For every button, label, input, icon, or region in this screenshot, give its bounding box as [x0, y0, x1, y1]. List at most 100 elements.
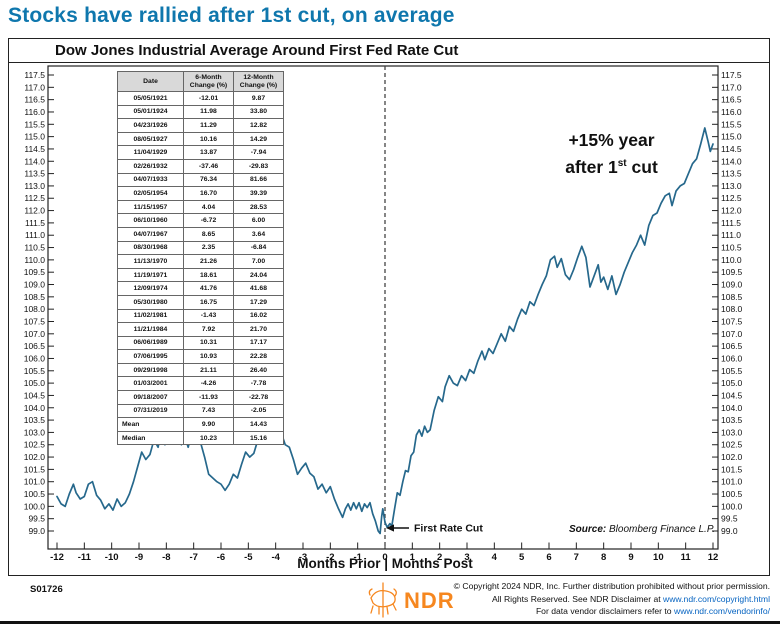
cell-change: 7.43 [183, 403, 234, 419]
cell-change: 10.93 [183, 349, 234, 364]
cell-date: 08/05/1927 [117, 131, 184, 147]
table-row: 09/18/2007 -11.93 -22.78 [117, 390, 284, 405]
cell-change: 3.64 [233, 226, 284, 242]
y-tick-label-right: 100.0 [721, 501, 743, 511]
y-tick-label-right: 108.5 [721, 292, 743, 302]
y-tick-label-left: 117.0 [24, 82, 45, 92]
y-tick-label-right: 117.5 [721, 70, 742, 80]
x-tick-label: 11 [681, 552, 692, 563]
cell-change: -22.78 [233, 390, 284, 405]
y-tick-label-right: 110.0 [721, 255, 742, 265]
cell-change: 16.02 [233, 308, 284, 324]
x-tick-label: 10 [653, 552, 664, 563]
y-tick-label-right: 103.5 [721, 415, 743, 425]
plot-generated: 99.0 99.0 99.5 99.5 100.0 100.0 100.5 100.5 101.… [24, 65, 743, 563]
copyright-block: © Copyright 2024 NDR, Inc. Further distr… [454, 580, 770, 618]
copyright-line2: All Rights Reserved. See NDR Disclaimer … [492, 593, 770, 604]
x-tick-label: 12 [708, 552, 719, 563]
y-tick-label-left: 108.0 [24, 304, 46, 314]
vendorinfo-link[interactable]: www.ndr.com/vendorinfo/ [673, 606, 770, 617]
copyright-link[interactable]: www.ndr.com/copyright.html [663, 593, 770, 604]
cell-date: 08/30/1968 [117, 240, 184, 256]
y-tick-label-left: 101.5 [24, 464, 46, 474]
cell-change: 33.80 [233, 104, 284, 120]
table-row: Median 10.23 15.16 [117, 430, 284, 446]
cell-change: 17.17 [233, 335, 284, 351]
y-tick-label-left: 115.0 [24, 132, 45, 142]
cell-date: 11/04/1929 [117, 145, 184, 160]
cell-change: 10.23 [183, 430, 234, 446]
x-tick-label: 2 [437, 552, 442, 563]
y-tick-label-right: 102.5 [721, 440, 743, 450]
table-row: 11/15/1957 4.04 28.53 [117, 199, 284, 215]
y-tick-label-left: 114.0 [24, 156, 45, 166]
y-tick-label-left: 112.0 [24, 206, 45, 216]
cell-date: 07/06/1995 [117, 349, 184, 364]
cell-change: -6.84 [233, 240, 284, 256]
table-row: 07/06/1995 10.93 22.28 [117, 349, 284, 364]
y-tick-label-left: 113.0 [24, 181, 45, 191]
gain-annotation-line2: after 1st cut [565, 156, 658, 177]
cell-change: 18.61 [183, 267, 234, 283]
table-row: 02/05/1954 16.70 39.39 [117, 186, 284, 201]
cell-change: -29.83 [233, 158, 284, 174]
y-tick-label-right: 104.5 [721, 390, 743, 400]
chart-title: Dow Jones Industrial Average Around Firs… [9, 39, 769, 63]
cell-change: -12.01 [183, 91, 234, 106]
y-tick-label-left: 100.5 [24, 489, 46, 499]
y-tick-label-left: 104.0 [24, 403, 46, 413]
table-row: 04/07/1933 76.34 81.66 [117, 172, 284, 188]
figure-box: Dow Jones Industrial Average Around Firs… [8, 38, 770, 576]
cell-change: 76.34 [183, 172, 234, 188]
y-tick-label-left: 113.5 [24, 169, 45, 179]
cell-date: 12/09/1974 [117, 281, 184, 296]
cell-change: 17.29 [233, 294, 284, 310]
table-row: 05/01/1924 11.98 33.80 [117, 104, 284, 120]
y-tick-label-right: 110.5 [721, 243, 742, 253]
gain-annotation: +15% year after 1st cut [519, 129, 704, 179]
col-header-12m: 12-Month Change (%) [233, 71, 284, 92]
y-tick-label-left: 100.0 [24, 501, 46, 511]
y-tick-label-left: 107.0 [24, 329, 46, 339]
y-tick-label-right: 107.0 [721, 329, 743, 339]
y-tick-label-right: 101.0 [721, 477, 743, 487]
x-tick-label: 7 [574, 552, 579, 563]
cell-change: 15.16 [233, 430, 284, 446]
y-tick-label-right: 99.5 [721, 514, 738, 524]
y-tick-label-left: 103.5 [24, 415, 46, 425]
cell-change: 21.70 [233, 322, 284, 337]
x-tick-label: -12 [50, 552, 64, 563]
x-tick-label: 5 [519, 552, 525, 563]
y-tick-label-left: 106.0 [24, 353, 46, 363]
cell-date: 05/01/1924 [117, 104, 184, 120]
cell-date: 07/31/2019 [117, 403, 184, 419]
source-label: Source: [569, 524, 606, 535]
y-tick-label-left: 107.5 [24, 316, 46, 326]
first-rate-cut-label: First Rate Cut [414, 523, 483, 535]
col-header-date: Date [117, 71, 184, 92]
y-tick-label-left: 111.5 [25, 218, 45, 228]
x-tick-label: 3 [464, 552, 469, 563]
x-tick-label: -1 [353, 552, 362, 563]
y-tick-label-right: 116.0 [721, 107, 742, 117]
y-tick-label-right: 99.0 [721, 526, 738, 536]
table-row: 06/06/1989 10.31 17.17 [117, 335, 284, 351]
y-tick-label-right: 100.5 [721, 489, 743, 499]
gain-annotation-line1: +15% year [568, 130, 655, 150]
table-row: 02/26/1932 -37.46 -29.83 [117, 158, 284, 174]
y-tick-label-right: 115.0 [721, 132, 742, 142]
cell-change: 26.40 [233, 362, 284, 378]
x-tick-label: 6 [546, 552, 551, 563]
x-tick-label: 8 [601, 552, 606, 563]
cell-change: -1.43 [183, 308, 234, 324]
cell-change: 9.90 [183, 417, 234, 432]
y-tick-label-left: 117.5 [24, 70, 45, 80]
x-tick-label: -7 [189, 552, 197, 563]
cell-date: 09/18/2007 [117, 390, 184, 405]
y-tick-label-left: 109.5 [24, 267, 46, 277]
table-row: 05/30/1980 16.75 17.29 [117, 294, 284, 310]
cell-date: 02/26/1932 [117, 158, 184, 174]
cell-date: 09/29/1998 [117, 362, 184, 378]
cell-change: 4.04 [183, 199, 234, 215]
cell-change: 22.28 [233, 349, 284, 364]
